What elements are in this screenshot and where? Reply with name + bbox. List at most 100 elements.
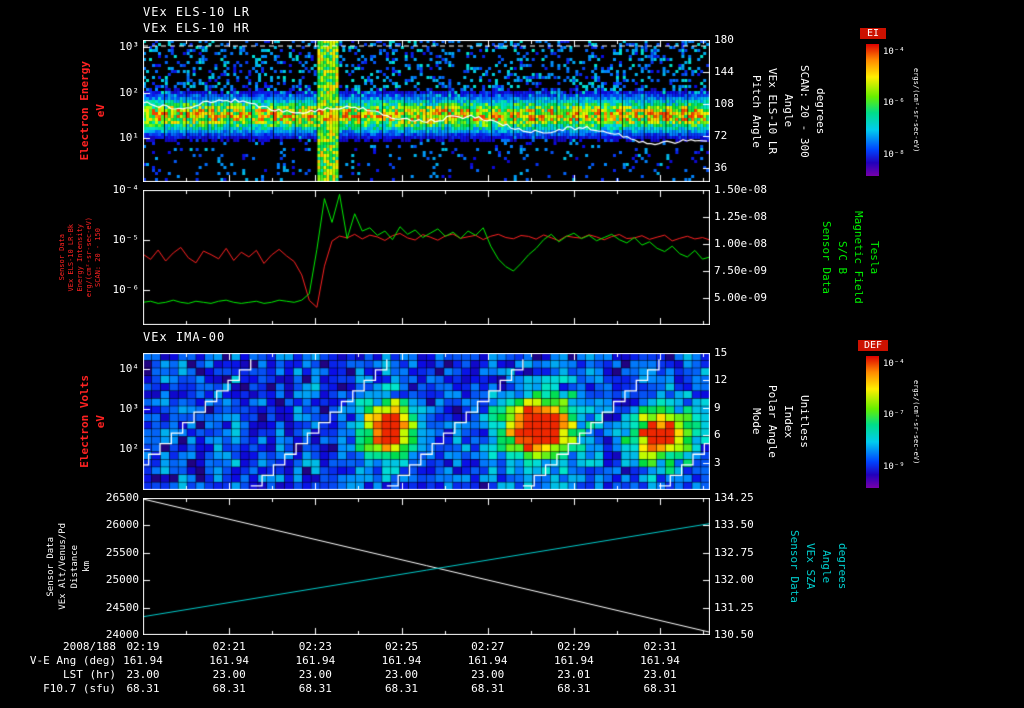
y2tick-label-p1: 36 [714,160,728,174]
panel3-ylabel: Electron Volts eV [78,353,107,490]
y2tick-label-p1: 144 [714,64,734,78]
colorbar-ei-units-line: ergs/(cm²-sr-sec-eV) [912,67,920,153]
panel2-y2label-line: S/C B [836,240,849,275]
panel1-y2label-line: SCAN: 20 - 300 [798,64,811,158]
panel1-y2label-line: Angle [782,94,795,128]
colorbar-def-units-line: ergs/(cm²-sr-sec-eV) [912,379,920,465]
y2tick-label-p2: 1.25e-08 [714,210,767,223]
footer-time: 02:23 [298,640,332,653]
y2tick-label-p1: 72 [714,128,728,142]
y2tick-label-p2: 1.50e-08 [714,183,767,196]
colorbar-ei [866,44,879,176]
panel3-y2label-line: Index [782,404,795,439]
panel4-ylabel: Sensor Data VEx Alt/Venus/Pd Distance km [46,498,92,635]
ytick-label-p3: 10⁴ [119,362,139,376]
panel1-ylabel-line: eV [94,104,107,118]
y2tick-label-p3: 3 [714,455,721,469]
colorbar-ei-tick: 10⁻⁶ [883,98,905,109]
panel4-y2label-line: degrees [836,543,849,590]
y2tick-label-p1: 108 [714,96,734,110]
panel2-ylabel-line: Sensor Data [58,234,66,281]
panel3-y2label-line: Mode [750,408,763,435]
panel1-y2label-line: degrees [814,87,827,135]
ima-spectrogram-canvas [143,353,710,490]
footer-value: 68.31 [212,682,246,695]
footer-time: 02:19 [126,640,160,653]
colorbar-ei-label: EI [860,28,886,39]
footer-value: 161.94 [123,654,163,667]
y2tick-label-p4: 132.75 [714,545,754,559]
y2tick-label-p2: 7.50e-09 [714,264,767,277]
ytick-label-p1: 10² [119,85,139,99]
ytick-label-p2: 10⁻⁶ [112,282,140,296]
footer-value: 68.31 [126,682,160,695]
panel1-ylabel: Electron Energy eV [78,40,107,182]
footer-value: 23.00 [471,668,505,681]
footer-time: 02:21 [212,640,246,653]
y2tick-label-p4: 130.50 [714,628,754,641]
panel4-ylabel-line: VEx Alt/Venus/Pd [58,523,68,610]
ytick-label-p3: 10² [119,441,139,455]
panel2-ylabel-line: erg/(cm²-sr-sec-eV) [85,217,93,298]
panel2-ylabel-line: Energy Intensity [76,223,84,292]
panel4-ylabel-line: Distance [70,544,80,589]
footer-value: 161.94 [381,654,422,667]
y2tick-label-p2: 1.00e-08 [714,237,767,250]
y2tick-label-p4: 133.50 [714,518,754,532]
panel1-title-line2: VEx ELS-10 HR [143,21,250,35]
panel2-ylabel-line: SCAN: 20 - 150 [94,227,102,287]
panel4-ylabel-line: Sensor Data [46,536,56,597]
ytick-label-p4: 24000 [105,628,139,641]
panel2-ylabel: Sensor Data VEx ELS-10 LR-Bk Energy Intens… [58,190,102,325]
y2tick-label-p3: 12 [714,373,728,387]
colorbar-def-tick: 10⁻⁴ [883,358,905,369]
panel3-y2label-line: Polar Angle [766,385,779,458]
footer-value: 23.00 [212,668,246,681]
footer-value: 161.94 [295,654,336,667]
footer-value: 23.00 [126,668,160,681]
panel4-y2label: Sensor Data VEx SZA Angle degrees [788,498,849,635]
colorbar-def-tick: 10⁻⁷ [883,410,905,421]
altitude-sza-canvas [143,498,710,635]
footer-value: 23.01 [557,668,591,681]
footer-value: 68.31 [643,682,677,695]
y2tick-label-p1: 180 [714,33,734,46]
panel3-y2label: Mode Polar Angle Index Unitless [750,353,811,490]
panel4-y2label-line: VEx SZA [804,543,817,590]
colorbar-def-units: ergs/(cm²-sr-sec-eV) [912,356,920,488]
footer-value: 23.01 [643,668,677,681]
footer-time: 02:29 [557,640,591,653]
footer-value: 68.31 [471,682,505,695]
panel2-ylabel-line: VEx ELS-10 LR-Bk [67,223,75,292]
ytick-label-p4: 26000 [105,518,139,532]
panel2-y2label-line: Tesla [868,240,881,275]
panel1-y2label: Pitch Angle VEx ELS-10 LR Angle SCAN: 20 - … [750,40,827,182]
footer-time: 02:27 [471,640,505,653]
footer-value: 161.94 [467,654,508,667]
ytick-label-p2: 10⁻⁵ [112,232,140,246]
y2tick-label-p3: 15 [714,346,728,359]
footer-value: 161.94 [209,654,250,667]
panel4-y2label-line: Angle [820,549,833,584]
ytick-label-p4: 25500 [105,545,139,559]
panel1-y2label-line: VEx ELS-10 LR [766,67,779,155]
footer-time: 02:25 [384,640,419,653]
ytick-label-p4: 24500 [105,600,139,614]
ytick-label-p4: 26500 [105,491,139,504]
y2tick-label-p2: 5.00e-09 [714,291,767,304]
footer-time: 02:31 [643,640,677,653]
panel3-title: VEx IMA-00 [143,330,226,344]
panel4-ylabel-line: km [82,561,92,572]
footer-value: 68.31 [298,682,332,695]
els-spectrogram-canvas [143,40,710,182]
colorbar-def-label: DEF [858,340,888,351]
y2tick-label-p4: 131.25 [714,600,754,614]
panel4-y2label-line: Sensor Data [788,530,801,603]
y2tick-label-p3: 6 [714,428,721,442]
footer-row-label: F10.7 (sfu) [43,682,116,695]
footer-value: 68.31 [557,682,591,695]
colorbar-ei-tick: 10⁻⁴ [883,46,905,57]
panel2-y2label-line: Sensor Data [820,221,833,294]
footer-row-label: LST (hr) [63,668,116,681]
panel1-y2label-line: Pitch Angle [750,74,763,148]
